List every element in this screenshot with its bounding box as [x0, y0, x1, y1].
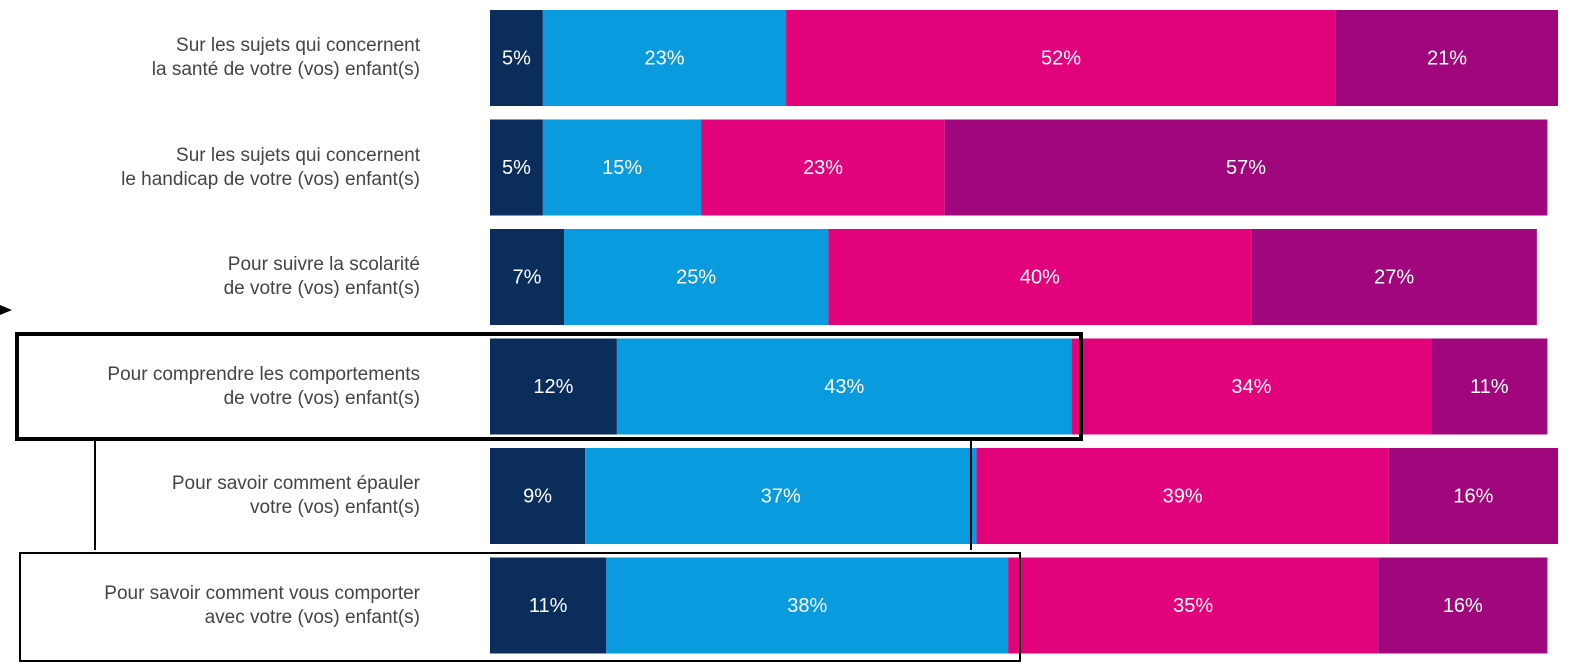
bar-segment [616, 338, 1072, 435]
value-label: 11% [529, 595, 568, 617]
bar-segment [490, 448, 586, 544]
bar-segment [828, 229, 1252, 325]
bar-segment [1008, 557, 1379, 654]
value-label: 35% [1173, 595, 1213, 617]
value-label: 23% [803, 157, 843, 179]
value-label: 34% [1231, 376, 1271, 398]
value-label: 16% [1453, 485, 1493, 507]
value-label: 5% [502, 157, 531, 179]
value-label: 5% [502, 47, 531, 69]
value-label: 40% [1020, 266, 1060, 288]
value-label: 39% [1163, 485, 1203, 507]
value-label: 25% [676, 266, 716, 288]
category-label: Pour suivre la scolarité de votre (vos) … [223, 254, 420, 299]
highlight-box [19, 552, 1021, 662]
category-label: Pour savoir comment vous comporter avec … [104, 582, 420, 628]
value-label: 9% [523, 485, 552, 507]
bar-segment [1335, 10, 1558, 106]
bar-segment [606, 557, 1009, 654]
bar-segment [490, 10, 543, 106]
bar-segment [1378, 557, 1548, 654]
value-label: 52% [1041, 47, 1081, 69]
bar-segment [564, 229, 829, 325]
value-label: 43% [824, 376, 864, 398]
value-label: 57% [1226, 157, 1266, 179]
category-label: Sur les sujets qui concernent la santé d… [151, 35, 420, 80]
bar-segment [944, 119, 1548, 216]
category-label: Pour comprendre les comportements de vot… [107, 363, 420, 409]
value-label: 11% [1470, 376, 1509, 398]
highlight-box [94, 439, 972, 550]
bar-segment [490, 338, 617, 435]
bar-segment [976, 448, 1389, 544]
value-label: 37% [761, 485, 801, 507]
arrow [0, 305, 12, 315]
bar-segment [1071, 338, 1432, 435]
bar-segment [490, 119, 543, 216]
bar-segment [701, 119, 945, 216]
bar-segment [1388, 448, 1558, 544]
value-label: 23% [644, 47, 684, 69]
bar-segment [542, 10, 787, 106]
bar-segment [1431, 338, 1548, 435]
value-label: 38% [787, 595, 827, 617]
bar-segment [490, 557, 607, 654]
category-label: Sur les sujets qui concernent le handica… [121, 144, 420, 190]
value-label: 16% [1443, 595, 1483, 617]
value-label: 21% [1427, 47, 1467, 69]
value-label: 12% [533, 376, 573, 398]
value-label: 15% [602, 157, 642, 179]
bar-segment [786, 10, 1336, 106]
bar-segment [1251, 229, 1537, 325]
bar-segment [542, 119, 702, 216]
bar-segment [490, 229, 565, 325]
category-label: Pour savoir comment épauler votre (vos) … [171, 473, 420, 518]
value-label: 27% [1374, 266, 1414, 288]
value-label: 7% [513, 266, 542, 288]
bar-segment [585, 448, 977, 544]
